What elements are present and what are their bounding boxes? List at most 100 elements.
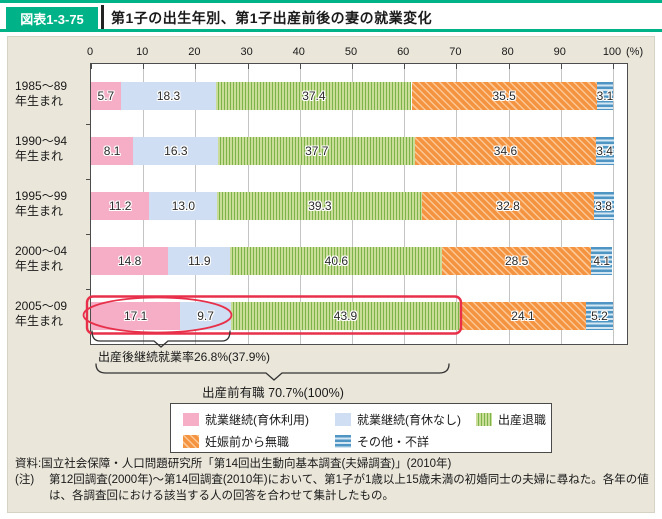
segment-value-label: 3.1: [596, 89, 614, 103]
bar-segment: 16.3: [133, 137, 219, 165]
legend-label: その他・不詳: [357, 434, 430, 449]
segment-value-label: 17.1: [123, 309, 148, 323]
title-separator: [101, 5, 104, 30]
legend-swatch: [183, 434, 199, 448]
legend-item: その他・不詳: [335, 434, 430, 449]
segment-value-label: 9.7: [197, 309, 214, 323]
axis-top-tick: [456, 64, 458, 69]
segment-value-label: 11.9: [188, 254, 211, 268]
category-tick: [86, 178, 90, 180]
axis-top-tick: [299, 64, 301, 69]
segment-value-label: 28.5: [505, 254, 529, 268]
bar-row: 14.8 11.9 40.6 28.5 4.1: [91, 247, 613, 275]
bar-segment: 24.1: [460, 302, 586, 330]
segment-value-label: 5.7: [97, 89, 115, 103]
bar-segment: 11.9: [168, 247, 231, 275]
bar-segment: 43.9: [230, 302, 461, 330]
bar-row: 5.7 18.3 37.4 35.5 3.1: [91, 82, 613, 110]
axis-top-tick: [143, 64, 145, 69]
bar-segment: 37.7: [218, 137, 416, 165]
bar-row: 17.1 9.7 43.9 24.1 5.2: [91, 302, 613, 330]
bar-segment: 9.7: [180, 302, 231, 330]
legend-swatch: [183, 412, 199, 426]
segment-value-label: 34.6: [493, 144, 518, 158]
source-text: 資料:国立社会保障・人口問題研究所「第14回出生動向基本調査(夫婦調査)」(20…: [15, 458, 452, 470]
legend-label: 就業継続(育休利用): [205, 412, 309, 427]
bar-segment: 3.4: [595, 137, 614, 165]
header-bottom-rule: [0, 29, 662, 32]
axis-top-tick: [560, 64, 562, 69]
segment-value-label: 8.1: [103, 144, 121, 158]
segment-value-label: 16.3: [164, 144, 188, 158]
category-tick: [86, 288, 90, 290]
axis-tick-label: 90: [553, 46, 566, 58]
annotation-pre-birth-employed: 出産前有職 70.7%(100%): [202, 386, 344, 400]
bar-segment: 37.4: [216, 82, 412, 110]
footer: 資料:国立社会保障・人口問題研究所「第14回出生動向基本調査(夫婦調査)」(20…: [15, 456, 651, 504]
category-tick: [86, 123, 90, 125]
category-label: 1995〜99 年生まれ: [15, 189, 68, 218]
segment-value-label: 37.4: [302, 89, 326, 103]
legend-label: 妊娠前から無職: [205, 434, 290, 449]
axis-tick-label: 100: [602, 46, 622, 58]
category-label: 2005〜09 年生まれ: [15, 299, 68, 328]
category-label: 2000〜04 年生まれ: [15, 244, 68, 273]
segment-value-label: 32.8: [496, 199, 520, 213]
bar-segment: 17.1: [91, 302, 181, 330]
segment-value-label: 5.2: [591, 309, 608, 323]
note-text: 第12回調査(2000年)〜第14回調査(2010年)において、第1子が1歳以上…: [49, 474, 649, 502]
legend-item: 就業継続(育休なし): [335, 412, 461, 427]
bar-segment: 3.8: [593, 192, 614, 220]
axis-tick-label: 30: [240, 46, 253, 58]
axis-tick-label: 60: [397, 46, 410, 58]
bar-segment: 40.6: [230, 247, 443, 275]
axis-top-tick: [613, 64, 614, 69]
legend-box: 就業継続(育休利用) 就業継続(育休なし) 出産退職妊娠前から無職 その他・不詳: [170, 403, 552, 453]
bar-segment: 5.2: [585, 302, 613, 330]
x-axis-labels: 0 10 20 30 40 50 60 70 80 90 100 (%): [8, 46, 656, 60]
legend-swatch: [476, 412, 492, 426]
axis-top-tick: [195, 64, 197, 69]
axis-tick-label: 40: [292, 46, 305, 58]
large-brace: [95, 363, 450, 381]
segment-value-label: 13.0: [171, 199, 196, 213]
header-top-rule: [0, 0, 662, 3]
legend-swatch: [335, 434, 351, 448]
bar-row: 11.2 13.0 39.3 32.8 3.8: [91, 192, 614, 220]
category-label: 1990〜94 年生まれ: [15, 134, 68, 163]
bar-segment: 13.0: [149, 192, 218, 220]
bar-segment: 18.3: [120, 82, 217, 110]
legend-swatch: [335, 412, 351, 426]
axis-tick-label: 70: [449, 46, 462, 58]
legend-item: 就業継続(育休利用): [183, 412, 309, 427]
category-tick: [86, 233, 90, 235]
gridline: [613, 64, 614, 344]
bar-segment: 39.3: [217, 192, 423, 220]
segment-value-label: 37.7: [305, 144, 329, 158]
legend-label: 就業継続(育休なし): [357, 412, 461, 427]
axis-tick-label: 80: [501, 46, 514, 58]
bar-segment: 35.5: [411, 82, 597, 110]
segment-value-label: 18.3: [156, 89, 181, 103]
segment-value-label: 3.8: [595, 199, 612, 213]
bar-segment: 3.1: [597, 82, 613, 110]
axis-unit-label: (%): [626, 46, 644, 58]
chart-panel: 0 10 20 30 40 50 60 70 80 90 100 (%) 5.7 18.3 37.4 35.…: [7, 36, 655, 513]
legend-item: 妊娠前から無職: [183, 434, 290, 449]
bar-row: 8.1 16.3 37.7 34.6 3.4: [91, 137, 614, 165]
category-label: 1985〜89 年生まれ: [15, 79, 68, 108]
bar-segment: 32.8: [422, 192, 594, 220]
bar-segment: 34.6: [415, 137, 596, 165]
legend-item: 出産退職: [476, 412, 546, 427]
figure-title: 第1子の出生年別、第1子出産前後の妻の就業変化: [111, 10, 433, 26]
bar-segment: 8.1: [91, 137, 134, 165]
bar-segment: 14.8: [91, 247, 169, 275]
bar-segment: 4.1: [591, 247, 613, 275]
plot-area: 5.7 18.3 37.4 35.5 3.1 8.1 16.3 37.7 34.6 3.4 11.2…: [86, 63, 628, 345]
axis-top-tick: [508, 64, 510, 69]
axis-tick-label: 50: [344, 46, 358, 58]
axis-top-tick: [247, 64, 249, 69]
axis-top-tick: [91, 64, 92, 69]
note: (注) 第12回調査(2000年)〜第14回調査(2010年)において、第1子が…: [15, 472, 651, 504]
